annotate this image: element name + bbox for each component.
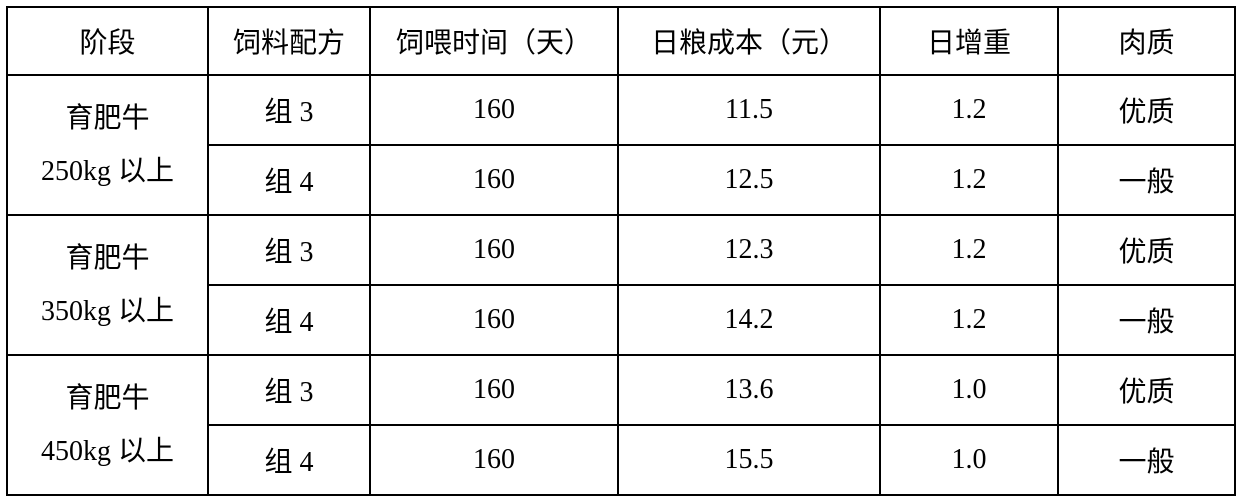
cell-days: 160 <box>370 355 618 425</box>
table-header-row: 阶段 饲料配方 饲喂时间（天） 日粮成本（元） 日增重 肉质 <box>7 7 1235 75</box>
cell-quality: 一般 <box>1058 425 1235 495</box>
cell-days: 160 <box>370 215 618 285</box>
stage-line2: 450kg 以上 <box>41 436 174 467</box>
cell-gain: 1.2 <box>880 145 1058 215</box>
cell-quality: 一般 <box>1058 285 1235 355</box>
cell-formula: 组 3 <box>208 75 370 145</box>
cell-quality: 一般 <box>1058 145 1235 215</box>
header-cost: 日粮成本（元） <box>618 7 880 75</box>
cell-cost: 15.5 <box>618 425 880 495</box>
table-row: 育肥牛 350kg 以上 组 3 160 12.3 1.2 优质 <box>7 215 1235 285</box>
feeding-data-table: 阶段 饲料配方 饲喂时间（天） 日粮成本（元） 日增重 肉质 育肥牛 250kg… <box>6 6 1236 496</box>
cell-gain: 1.2 <box>880 75 1058 145</box>
cell-cost: 12.5 <box>618 145 880 215</box>
cell-formula: 组 4 <box>208 285 370 355</box>
header-formula: 饲料配方 <box>208 7 370 75</box>
cell-cost: 14.2 <box>618 285 880 355</box>
cell-formula: 组 3 <box>208 215 370 285</box>
cell-gain: 1.0 <box>880 355 1058 425</box>
header-stage: 阶段 <box>7 7 208 75</box>
cell-gain: 1.0 <box>880 425 1058 495</box>
table-row: 育肥牛 250kg 以上 组 3 160 11.5 1.2 优质 <box>7 75 1235 145</box>
stage-cell: 育肥牛 250kg 以上 <box>7 75 208 215</box>
stage-cell: 育肥牛 350kg 以上 <box>7 215 208 355</box>
header-quality: 肉质 <box>1058 7 1235 75</box>
stage-line1: 育肥牛 <box>65 383 149 414</box>
cell-cost: 13.6 <box>618 355 880 425</box>
table-row: 育肥牛 450kg 以上 组 3 160 13.6 1.0 优质 <box>7 355 1235 425</box>
cell-days: 160 <box>370 285 618 355</box>
header-days: 饲喂时间（天） <box>370 7 618 75</box>
stage-line2: 250kg 以上 <box>41 156 174 187</box>
cell-gain: 1.2 <box>880 285 1058 355</box>
cell-formula: 组 4 <box>208 425 370 495</box>
stage-line1: 育肥牛 <box>65 103 149 134</box>
cell-days: 160 <box>370 145 618 215</box>
cell-gain: 1.2 <box>880 215 1058 285</box>
header-gain: 日增重 <box>880 7 1058 75</box>
stage-line1: 育肥牛 <box>65 243 149 274</box>
cell-quality: 优质 <box>1058 355 1235 425</box>
stage-line2: 350kg 以上 <box>41 296 174 327</box>
cell-quality: 优质 <box>1058 215 1235 285</box>
cell-formula: 组 4 <box>208 145 370 215</box>
stage-cell: 育肥牛 450kg 以上 <box>7 355 208 495</box>
cell-days: 160 <box>370 75 618 145</box>
cell-cost: 12.3 <box>618 215 880 285</box>
cell-quality: 优质 <box>1058 75 1235 145</box>
cell-formula: 组 3 <box>208 355 370 425</box>
cell-days: 160 <box>370 425 618 495</box>
cell-cost: 11.5 <box>618 75 880 145</box>
